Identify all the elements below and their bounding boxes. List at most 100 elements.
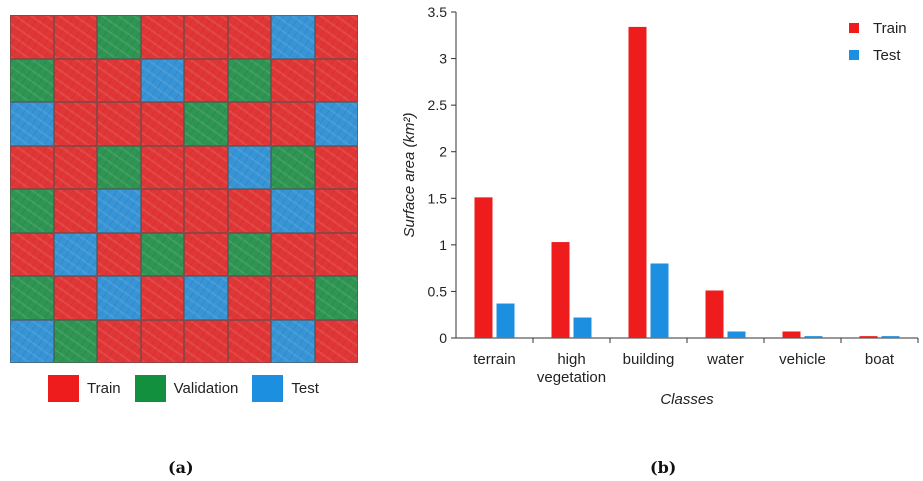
grid-tile-train (140, 145, 184, 189)
legend-swatch-test (252, 374, 284, 402)
bar-train (474, 197, 493, 338)
grid-tile-train (140, 102, 184, 146)
grid-tile-test (140, 58, 184, 102)
grid-tile-train (53, 189, 97, 233)
grid-tile-test (10, 319, 54, 363)
grid-tile-train (314, 189, 358, 233)
x-tick-label: vehicle (779, 351, 826, 368)
grid-tile-train (184, 15, 228, 59)
grid-tile-train (271, 58, 315, 102)
grid-tile-train (97, 319, 141, 363)
x-tick-label: high (557, 351, 585, 368)
grid-tile-test (271, 319, 315, 363)
grid-tile-train (314, 145, 358, 189)
legend-label-test: Test (873, 47, 901, 64)
grid-tile-validation (10, 276, 54, 320)
y-tick-label: 1 (439, 237, 447, 253)
bar-test (804, 336, 823, 338)
grid-tile-train (97, 102, 141, 146)
legend-label-train: Train (87, 379, 121, 397)
grid-tile-train (184, 58, 228, 102)
grid-tile-train (314, 232, 358, 276)
bar-test (727, 331, 746, 338)
x-tick-label: building (623, 351, 675, 368)
grid-tile-validation (10, 58, 54, 102)
grid-tile-test (271, 15, 315, 59)
grid-tile-train (10, 145, 54, 189)
split-grid-map (10, 15, 358, 363)
legend-label-train: Train (873, 20, 907, 37)
grid-tile-validation (97, 145, 141, 189)
grid-tile-train (227, 102, 271, 146)
x-tick-label: terrain (473, 351, 516, 368)
grid-tile-train (53, 276, 97, 320)
bar-train (551, 242, 570, 338)
x-axis-title: Classes (660, 391, 714, 408)
y-tick-label: 1.5 (428, 190, 448, 206)
bar-test (650, 263, 669, 338)
y-tick-label: 3.5 (428, 4, 448, 20)
grid-tile-test (271, 189, 315, 233)
grid-tile-train (140, 319, 184, 363)
grid-legend: Train Validation Test (48, 373, 333, 403)
grid-tile-test (97, 189, 141, 233)
legend-label-validation: Validation (173, 379, 239, 397)
x-tick-label: boat (865, 351, 895, 368)
grid-tile-train (184, 232, 228, 276)
legend-item-train: Train (48, 374, 121, 402)
bar-test (496, 303, 515, 338)
legend-item-validation: Validation (134, 374, 239, 402)
bar-train (859, 336, 878, 338)
grid-tile-train (271, 232, 315, 276)
grid-tile-train (140, 189, 184, 233)
y-tick-label: 0 (439, 330, 447, 346)
grid-tile-train (227, 319, 271, 363)
grid-tile-train (184, 189, 228, 233)
grid-tile-train (53, 58, 97, 102)
grid-tile-train (227, 15, 271, 59)
grid-tile-train (271, 102, 315, 146)
y-tick-label: 2 (439, 144, 447, 160)
legend-swatch-train (48, 374, 79, 402)
grid-tile-test (97, 276, 141, 320)
grid-tile-train (227, 276, 271, 320)
grid-tile-validation (227, 232, 271, 276)
bar-test (573, 317, 592, 338)
legend-swatch-validation (134, 374, 166, 402)
grid-tile-test (53, 232, 97, 276)
legend-swatch-test (849, 50, 859, 60)
grid-tile-validation (184, 102, 228, 146)
grid-tile-train (227, 189, 271, 233)
grid-tile-validation (227, 58, 271, 102)
caption-b: (b) (650, 458, 677, 477)
grid-tile-train (184, 319, 228, 363)
legend-label-test: Test (291, 379, 319, 397)
x-tick-label: water (706, 351, 744, 368)
x-tick-label: vegetation (537, 369, 606, 386)
grid-tile-train (314, 58, 358, 102)
grid-tile-train (140, 276, 184, 320)
y-tick-label: 0.5 (428, 283, 448, 299)
grid-tile-validation (271, 145, 315, 189)
grid-tile-train (271, 276, 315, 320)
y-tick-label: 3 (439, 51, 447, 67)
grid-tile-test (314, 102, 358, 146)
y-axis-title: Surface area (km²) (401, 112, 418, 237)
grid-tile-train (97, 232, 141, 276)
grid-tile-validation (314, 276, 358, 320)
grid-tile-train (10, 15, 54, 59)
grid-tile-train (10, 232, 54, 276)
grid-tile-test (227, 145, 271, 189)
grid-tile-train (314, 319, 358, 363)
caption-a: (a) (168, 458, 194, 477)
grid-tile-validation (140, 232, 184, 276)
bar-train (705, 290, 724, 338)
grid-tile-test (10, 102, 54, 146)
grid-tile-train (184, 145, 228, 189)
grid-tile-train (140, 15, 184, 59)
grid-tile-train (314, 15, 358, 59)
legend-swatch-train (849, 23, 859, 33)
grid-tile-train (53, 102, 97, 146)
grid-tile-validation (53, 319, 97, 363)
